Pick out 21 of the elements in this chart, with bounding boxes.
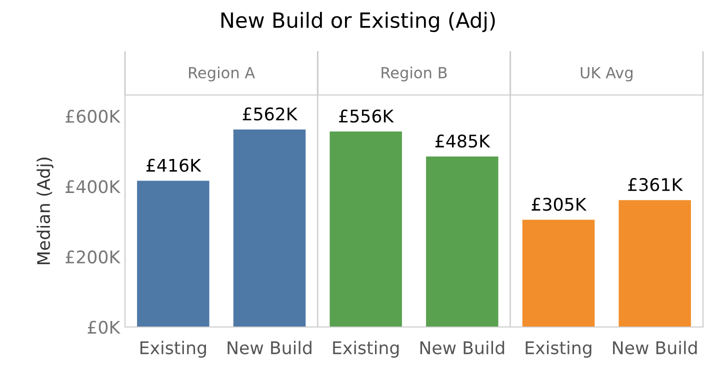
chart-subtitle: UK Avg	[580, 67, 632, 82]
y-tick-label: £400K	[66, 180, 120, 194]
y-tick-label: £600K	[66, 110, 120, 123]
data-label: £416K	[146, 158, 202, 172]
data-label: £562K	[242, 107, 298, 121]
y-tick-label: £200K	[66, 250, 120, 264]
x-tick-label: New Build	[613, 340, 697, 354]
x-tick-label: Existing	[526, 340, 592, 358]
data-label: £361K	[628, 178, 683, 192]
x-tick-label: Existing	[333, 340, 399, 358]
data-label: £556K	[339, 110, 394, 123]
data-label: £305K	[532, 198, 587, 211]
x-tick-label: Existing	[140, 340, 206, 358]
y-tick-label: £0K	[88, 320, 120, 334]
data-label: £485K	[435, 134, 490, 148]
chart-subtitle: Region B	[382, 66, 447, 82]
chart-title: New Build or Existing (Adj)	[221, 12, 495, 32]
x-tick-label: New Build	[228, 340, 312, 354]
x-tick-label: New Build	[420, 340, 504, 354]
chart-subtitle: Region A	[189, 66, 256, 82]
y-axis-title: Median (Adj)	[36, 158, 54, 264]
